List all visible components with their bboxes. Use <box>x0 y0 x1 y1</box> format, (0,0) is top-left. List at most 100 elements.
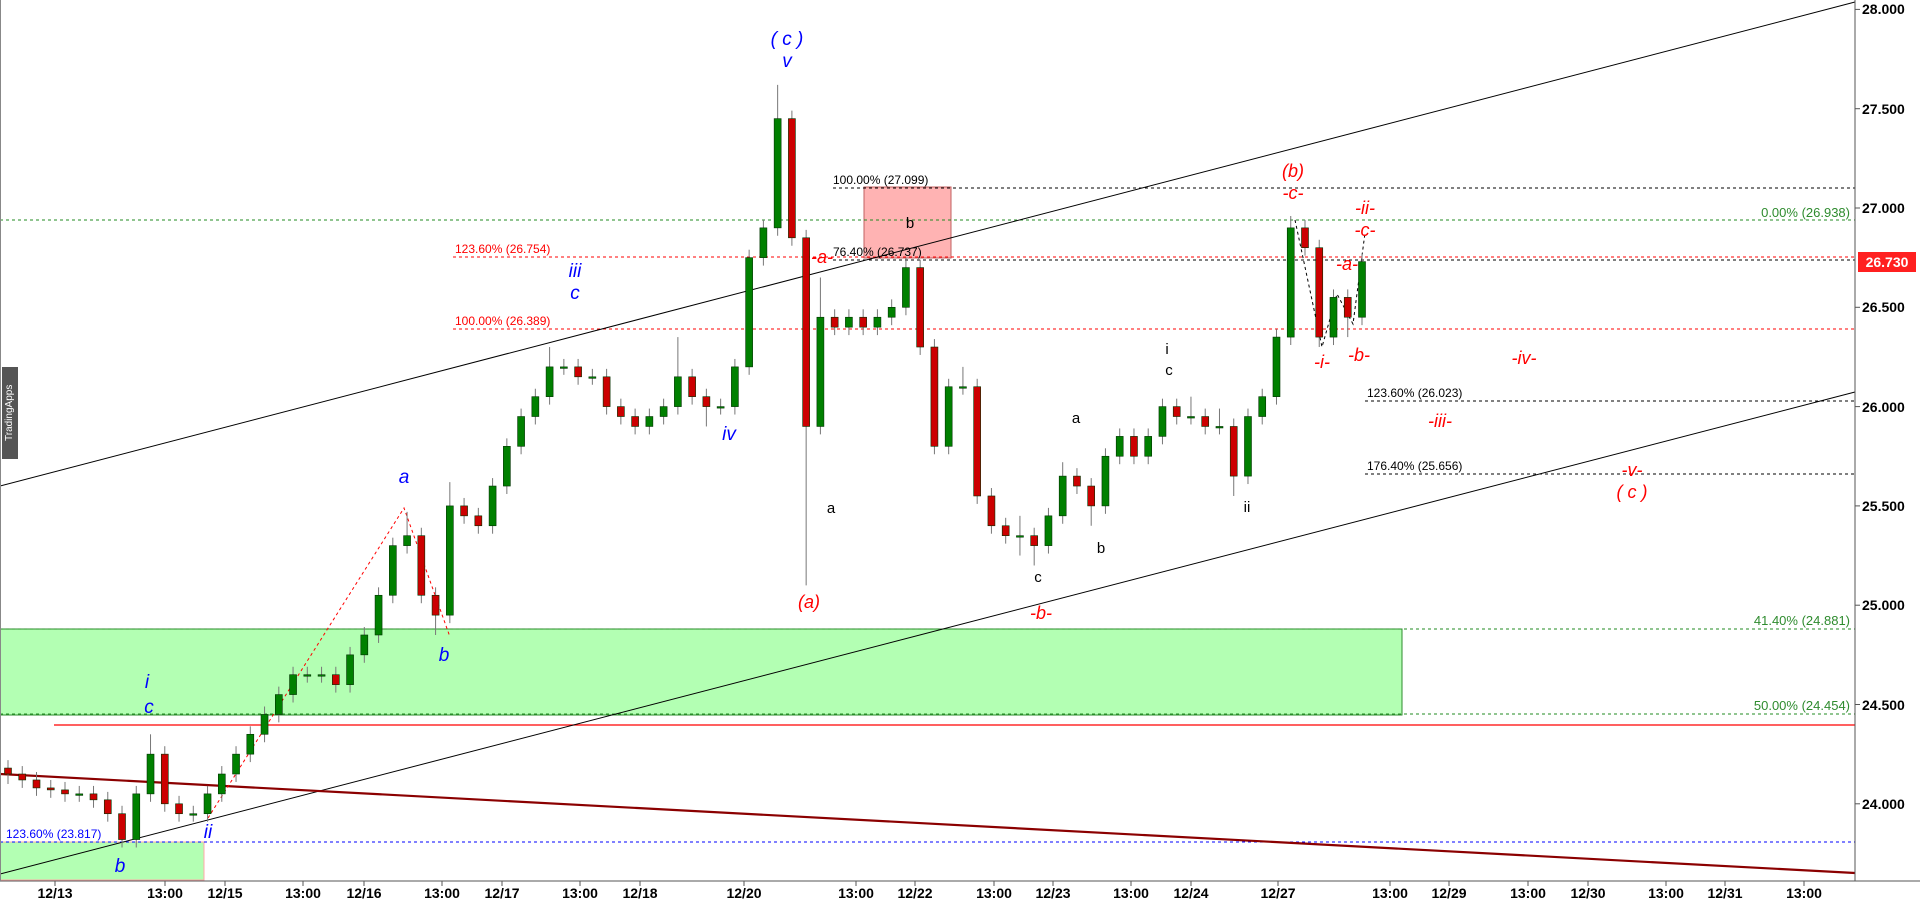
candle-body <box>360 634 369 656</box>
candle-body <box>1301 227 1309 249</box>
candle <box>517 408 525 455</box>
candle <box>1329 289 1338 346</box>
candle-body <box>89 793 98 801</box>
x-tick-label: 12/15 <box>207 885 243 901</box>
candle <box>1016 515 1024 556</box>
x-tick-label: 12/29 <box>1431 885 1467 901</box>
wave-label: -b- <box>1030 603 1052 623</box>
candle-body <box>146 753 155 795</box>
candle-body <box>118 813 126 840</box>
candle-body <box>873 316 882 328</box>
y-tick-label: 25.500 <box>1862 497 1905 514</box>
target-zone-bottom-left <box>0 841 205 881</box>
candle-body <box>845 316 853 328</box>
wave-label: b <box>114 856 126 877</box>
candle <box>1087 478 1095 526</box>
candle <box>75 785 84 802</box>
candle <box>617 398 625 425</box>
candle <box>1301 219 1309 256</box>
candle-body <box>289 674 297 695</box>
candle <box>902 257 910 316</box>
candle <box>887 299 896 326</box>
x-tick-label: 12/18 <box>622 885 658 901</box>
candle <box>175 795 183 822</box>
candle <box>146 734 155 802</box>
candle-body <box>1286 227 1295 338</box>
y-tick-label: 24.000 <box>1862 795 1905 812</box>
wave-label: -v- <box>1621 460 1643 480</box>
candle-body <box>4 767 12 775</box>
candle-body <box>132 793 141 840</box>
candle-body <box>887 306 896 318</box>
candle-body <box>217 773 226 795</box>
y-tick-label: 26.000 <box>1862 398 1905 415</box>
wave-label: (a) <box>798 592 820 612</box>
wave-label: ii <box>203 822 213 843</box>
candle <box>1073 468 1081 494</box>
candle-body <box>346 654 354 685</box>
x-tick-label: 13:00 <box>1648 885 1684 901</box>
x-tick-label: 12/16 <box>346 885 382 901</box>
candle <box>1144 428 1153 465</box>
candle <box>1130 428 1138 465</box>
candle-body <box>731 366 739 407</box>
candle-body <box>75 793 84 796</box>
x-tick-label: 12/13 <box>37 885 73 901</box>
candle <box>274 686 283 723</box>
y-tick-label: 28.000 <box>1862 1 1905 18</box>
candle <box>417 527 426 604</box>
candle-body <box>246 733 255 755</box>
candle <box>574 358 582 385</box>
tradingapps-watermark: TradingApps <box>2 367 18 459</box>
candle <box>731 358 739 415</box>
x-tick-label: 13:00 <box>562 885 598 901</box>
candle-body <box>1030 535 1038 546</box>
candle-body <box>1016 535 1024 538</box>
candle <box>217 766 226 802</box>
candle <box>1201 408 1210 435</box>
candle <box>1258 388 1267 425</box>
candle-body <box>745 257 753 368</box>
candle-body <box>1229 426 1238 477</box>
upper-channel-line[interactable] <box>0 1 1856 487</box>
y-tick-label: 27.000 <box>1862 200 1905 216</box>
candle <box>1215 408 1224 435</box>
wave-label: c <box>1165 362 1173 379</box>
candle <box>788 110 796 246</box>
y-tick-label: 27.500 <box>1862 100 1905 117</box>
candle <box>1244 408 1252 485</box>
candle <box>203 785 212 822</box>
candle-body <box>232 753 240 775</box>
candle-body <box>560 366 568 369</box>
y-tick-label: 26.500 <box>1862 299 1905 316</box>
wave-label: c <box>570 283 580 304</box>
wave-label: (b) <box>1282 161 1304 181</box>
candle <box>446 482 454 624</box>
candle <box>602 368 611 415</box>
wave-label: iv <box>722 424 736 445</box>
candle <box>859 309 867 336</box>
candle-body <box>1343 297 1352 318</box>
candle <box>474 507 483 534</box>
wave-label: b <box>1096 540 1106 557</box>
wave-label: c <box>1034 569 1042 586</box>
wave-path-red <box>207 506 451 819</box>
candle <box>688 368 696 405</box>
x-tick-label: 12/23 <box>1035 885 1071 901</box>
candle <box>930 339 939 455</box>
candle <box>1101 448 1110 514</box>
long-term-trend-line[interactable] <box>0 772 1856 875</box>
candle-body <box>1329 297 1338 338</box>
fib-label-24454: 50.00% (24.454) <box>1753 698 1850 713</box>
candle <box>317 666 326 683</box>
candle-body <box>175 803 183 815</box>
candle-body <box>1215 426 1224 429</box>
candle-body <box>617 406 625 417</box>
candle-body <box>716 406 725 409</box>
x-tick-label: 12/24 <box>1173 885 1209 901</box>
candle <box>232 746 240 782</box>
wave-label: -c- <box>1282 183 1304 203</box>
lower-channel-line[interactable] <box>0 391 1856 875</box>
candle <box>1044 507 1053 554</box>
